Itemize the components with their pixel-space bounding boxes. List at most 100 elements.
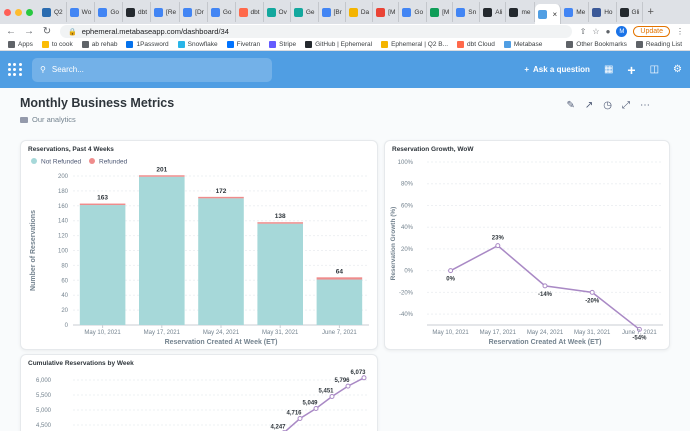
browser-tab[interactable]: Ov xyxy=(264,2,291,22)
bookmark-favicon-icon xyxy=(81,41,89,48)
browse-data-icon[interactable]: ▦ xyxy=(603,64,614,75)
settings-icon[interactable]: ⚙ xyxy=(673,64,682,75)
browser-tab[interactable]: Wo xyxy=(67,2,96,22)
new-tab-button[interactable]: + xyxy=(647,6,654,18)
tab-label: Me xyxy=(576,8,586,16)
browser-tab[interactable]: Go xyxy=(399,2,428,22)
tab-label: Ali xyxy=(495,8,503,16)
data-point xyxy=(297,416,303,422)
update-button[interactable]: Update xyxy=(633,26,670,37)
reservations-bar-chart: Not Refunded Refunded 0 20 40 60 80 100 120 140 16… xyxy=(30,158,369,346)
close-window-button[interactable] xyxy=(4,8,11,16)
browser-tab[interactable]: Sn xyxy=(453,2,481,22)
bookmark-label: ab rehab xyxy=(91,41,118,48)
tab-label: Ho xyxy=(604,8,613,16)
bar-segment xyxy=(198,198,244,325)
ask-question-button[interactable]: + Ask a question xyxy=(524,65,590,74)
dashboard-title[interactable]: Monthly Business Metrics xyxy=(20,96,175,110)
bookmark-favicon-icon xyxy=(503,41,511,48)
tab-label: Go xyxy=(110,8,119,16)
tab-favicon-icon xyxy=(238,7,248,17)
profile-avatar[interactable]: M xyxy=(616,26,628,37)
browser-tab[interactable]: [M xyxy=(427,2,454,22)
history-clock-icon[interactable]: ◷ xyxy=(603,100,612,111)
reload-icon[interactable]: ↻ xyxy=(42,26,52,37)
new-icon[interactable]: + xyxy=(627,61,636,78)
bookmark-link[interactable]: Apps xyxy=(8,41,33,48)
bookmark-star-icon[interactable]: ☆ xyxy=(592,27,600,36)
y-tick-label: 5,500 xyxy=(36,393,52,399)
bookmark-link[interactable]: Snowflake xyxy=(177,41,218,48)
browser-tab[interactable]: Ho xyxy=(589,2,617,22)
browser-tab[interactable]: Gli xyxy=(617,2,644,22)
url-text: ephemeral.metabaseapp.com/dashboard/34 xyxy=(81,27,229,36)
cumulative-card[interactable]: Cumulative Reservations by Week 4,500 5,0… xyxy=(20,354,378,431)
bookmark-link[interactable]: Ephemeral | Q2 B... xyxy=(381,41,448,48)
reading-list-label: Reading List xyxy=(645,41,682,48)
ask-question-label: Ask a question xyxy=(533,65,590,74)
reservations-card[interactable]: Reservations, Past 4 Weeks Not Refunded R… xyxy=(20,140,378,350)
close-tab-icon[interactable]: × xyxy=(552,9,558,19)
y-tick-label: 5,000 xyxy=(36,408,52,414)
tab-label: Ge xyxy=(305,8,315,16)
tab-favicon-icon xyxy=(210,7,220,17)
browser-tab[interactable]: Go xyxy=(95,2,123,22)
browser-tab[interactable]: [Br xyxy=(319,2,346,22)
bookmark-link[interactable]: ab rehab xyxy=(81,41,118,48)
bookmark-link[interactable]: Stripe xyxy=(269,41,296,48)
browser-tab[interactable]: me xyxy=(506,2,535,22)
tab-favicon-icon xyxy=(564,7,574,17)
address-bar-row: ← → ↻ 🔒 ephemeral.metabaseapp.com/dashbo… xyxy=(0,24,690,39)
activity-icon[interactable]: ◫ xyxy=(649,64,660,75)
y-tick-label: 60% xyxy=(401,203,414,209)
share-arrow-icon[interactable]: ↗ xyxy=(584,100,594,111)
browser-tab[interactable]: dbt xyxy=(236,2,264,22)
browser-tab[interactable]: [Dr xyxy=(180,2,208,22)
browser-tab[interactable]: Me xyxy=(561,2,590,22)
x-tick-label: June 7, 2021 xyxy=(622,330,657,336)
edit-pencil-icon[interactable]: ✎ xyxy=(566,100,575,111)
x-tick-label: May 17, 2021 xyxy=(480,330,517,336)
tab-strip: Q2 Wo Go dbt [Re [Dr Go dbt Ov Ge [Br Da [M Go [M Sn Ali… xyxy=(39,0,644,24)
forward-icon[interactable]: → xyxy=(24,26,34,37)
tab-favicon-icon xyxy=(483,7,493,17)
fullscreen-icon[interactable]: ⤢ xyxy=(622,100,630,111)
browser-tab[interactable]: Go xyxy=(208,2,236,22)
extensions-icon[interactable]: ● xyxy=(605,27,611,36)
bookmark-link[interactable]: Metabase xyxy=(503,41,542,48)
reading-list-link[interactable]: Reading List xyxy=(635,41,682,48)
data-label: 4,716 xyxy=(286,411,302,417)
browser-tab[interactable]: dbt xyxy=(123,2,152,22)
bookmark-link[interactable]: to cook xyxy=(41,41,73,48)
y-tick-label: 0 xyxy=(65,323,69,329)
browser-tab[interactable]: Da xyxy=(346,2,374,22)
url-field[interactable]: 🔒 ephemeral.metabaseapp.com/dashboard/34 xyxy=(60,25,572,38)
growth-card[interactable]: Reservation Growth, WoW -40% -20% 0% 20% 40%… xyxy=(384,140,670,350)
browser-menu-icon[interactable]: ⋮ xyxy=(676,27,684,36)
tab-label: Sn xyxy=(468,8,477,16)
browser-tab[interactable]: [M xyxy=(373,2,400,22)
growth-line-chart: -40% -20% 0% 20% 40% 60% 80% 100% 0% May 10, 2021… xyxy=(390,160,663,346)
maximize-window-button[interactable] xyxy=(26,8,33,16)
bookmark-link[interactable]: 1Password xyxy=(126,41,169,48)
browser-tab[interactable]: [Re xyxy=(151,2,181,22)
bookmark-link[interactable]: dbt Cloud xyxy=(457,41,495,48)
search-input[interactable]: ⚲ Search... xyxy=(32,57,272,82)
bar-segment xyxy=(139,176,185,325)
browser-tab[interactable]: Q2 xyxy=(39,2,67,22)
more-icon[interactable]: ⋯ xyxy=(640,100,650,111)
browser-tab[interactable]: Ali xyxy=(480,2,507,22)
browser-tab[interactable]: × xyxy=(534,4,562,24)
metabase-logo[interactable] xyxy=(8,62,22,77)
other-bookmarks-link[interactable]: Other Bookmarks xyxy=(566,41,627,48)
back-icon[interactable]: ← xyxy=(6,26,16,37)
card-title: Cumulative Reservations by Week xyxy=(28,360,134,367)
browser-tab[interactable]: Ge xyxy=(291,2,319,22)
share-icon[interactable]: ⇧ xyxy=(579,27,587,36)
minimize-window-button[interactable] xyxy=(15,8,22,16)
bookmark-link[interactable]: Fivetran xyxy=(226,41,260,48)
x-axis-label: Reservation Created At Week (ET) xyxy=(165,339,278,346)
bookmark-link[interactable]: GitHub | Ephemeral xyxy=(305,41,372,48)
collection-breadcrumb[interactable]: Our analytics xyxy=(20,115,670,124)
y-axis-label: Reservation Growth (%) xyxy=(390,207,397,281)
